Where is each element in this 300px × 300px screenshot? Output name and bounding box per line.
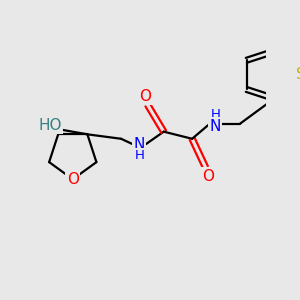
Text: H: H bbox=[135, 149, 145, 162]
Text: S: S bbox=[296, 68, 300, 82]
Text: O: O bbox=[202, 169, 214, 184]
Text: O: O bbox=[67, 172, 79, 187]
Text: N: N bbox=[133, 136, 145, 152]
Text: HO: HO bbox=[38, 118, 62, 133]
Text: O: O bbox=[139, 89, 151, 104]
Text: H: H bbox=[210, 108, 220, 121]
Text: N: N bbox=[209, 119, 221, 134]
